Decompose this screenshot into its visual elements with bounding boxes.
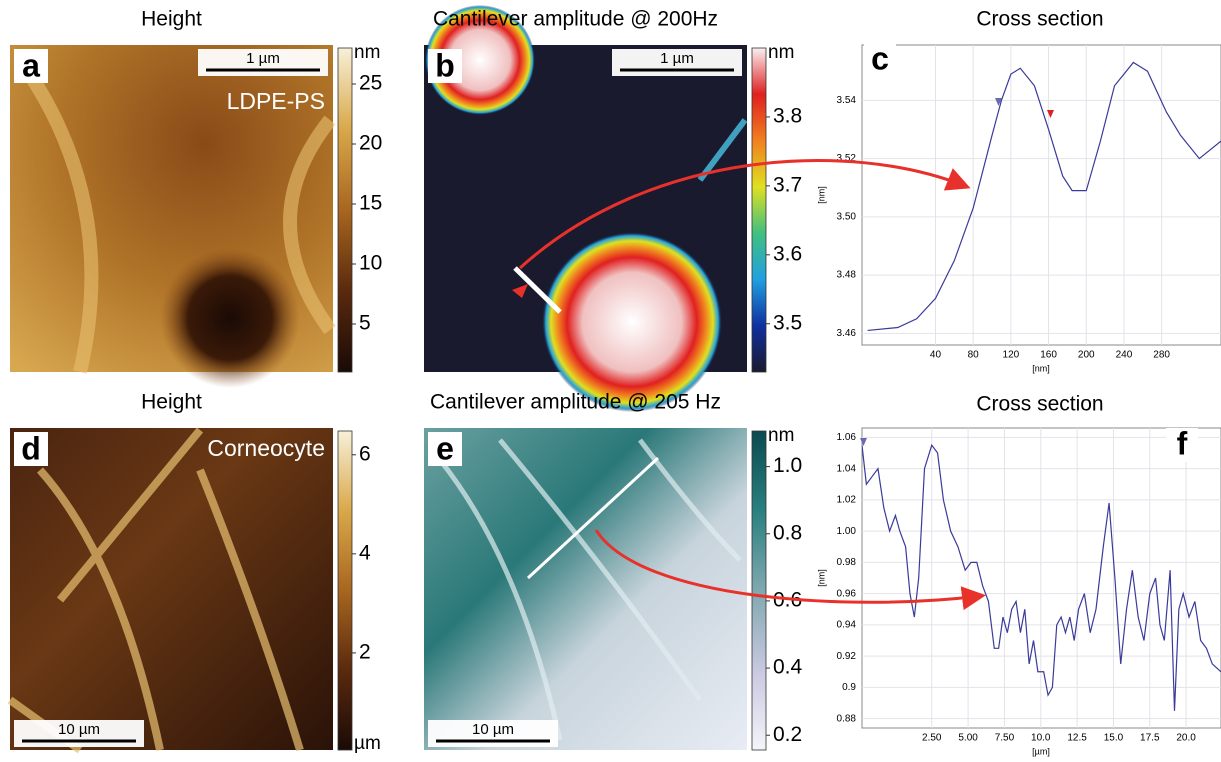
x-axis-label: [µm] — [1032, 746, 1050, 756]
colorbar-tick-label: 1.0 — [773, 454, 802, 477]
y-tick-label: 0.96 — [837, 588, 857, 599]
panel-title: Height — [141, 391, 202, 414]
y-tick-label: 3.50 — [837, 211, 857, 222]
x-tick-label: 120 — [1003, 350, 1020, 361]
x-tick-label: 160 — [1040, 350, 1057, 361]
colorbar — [752, 48, 766, 372]
y-tick-label: 0.94 — [837, 620, 857, 631]
figure: Height a LDPE-PS 1 µm 5 10 15 20 25 nm Cantilever … — [0, 0, 1221, 762]
panel-title: Cantilever amplitude @ 205 Hz — [430, 391, 721, 414]
colorbar-tick-label: 3.6 — [773, 242, 802, 265]
y-tick-label: 0.88 — [837, 713, 857, 724]
panel-title: Height — [141, 8, 202, 31]
colorbar-tick-label: 0.2 — [773, 723, 802, 746]
y-tick-label: 0.98 — [837, 557, 857, 568]
panel-label: b — [435, 47, 455, 83]
colorbar-tick-label: 0.4 — [773, 656, 803, 679]
colorbar — [338, 431, 352, 750]
y-axis-label: [nm] — [816, 569, 826, 587]
colorbar-tick-label: 25 — [359, 72, 382, 95]
panel-title: Cantilever amplitude @ 200Hz — [433, 8, 718, 31]
y-tick-label: 1.02 — [837, 495, 857, 506]
y-tick-label: 1.00 — [837, 526, 857, 537]
colorbar-tick-label: 15 — [359, 192, 382, 215]
afm-images — [10, 5, 747, 750]
x-tick-label: 240 — [1116, 350, 1133, 361]
y-tick-label: 3.46 — [837, 328, 857, 339]
colorbar — [752, 431, 766, 750]
annotation: LDPE-PS — [227, 88, 325, 114]
scale-bar-label: 1 µm — [246, 50, 280, 67]
chart-title: Cross section — [976, 8, 1103, 31]
colorbar-unit: nm — [768, 425, 794, 446]
annotation: Corneocyte — [207, 435, 325, 461]
x-tick-label: 20.0 — [1176, 733, 1196, 744]
x-tick-label: 15.0 — [1104, 733, 1124, 744]
chart-title: Cross section — [976, 393, 1103, 416]
panel-label: e — [436, 430, 454, 466]
x-tick-label: 200 — [1078, 350, 1095, 361]
scale-bar-label: 10 µm — [472, 721, 514, 738]
x-tick-label: 280 — [1153, 350, 1170, 361]
x-tick-label: 10.0 — [1031, 733, 1051, 744]
x-tick-label: 12.5 — [1067, 733, 1087, 744]
y-tick-label: 1.06 — [837, 432, 857, 443]
x-tick-label: 5.00 — [958, 733, 978, 744]
colorbar-tick-label: 3.8 — [773, 104, 802, 127]
colorbar-tick-label: 5 — [359, 312, 371, 335]
x-tick-label: 17.5 — [1140, 733, 1160, 744]
colorbar-tick-label: 10 — [359, 252, 382, 275]
scale-bar-label: 1 µm — [660, 50, 694, 67]
scale-bar-label: 10 µm — [58, 721, 100, 738]
colorbar-unit: nm — [354, 42, 380, 63]
x-tick-label: 40 — [930, 350, 942, 361]
panel-label: f — [1177, 425, 1188, 461]
colorbar-unit: nm — [768, 42, 794, 63]
x-axis-label: [nm] — [1032, 363, 1050, 373]
y-tick-label: 0.9 — [842, 682, 856, 693]
y-tick-label: 0.92 — [837, 651, 857, 662]
chart-frames — [862, 45, 1221, 728]
colorbar-tick-label: 6 — [359, 442, 371, 465]
y-axis-label: [nm] — [816, 186, 826, 204]
y-tick-label: 3.54 — [837, 95, 857, 106]
panel-label: a — [22, 47, 40, 83]
colorbar-tick-label: 4 — [359, 541, 371, 564]
panel-label: d — [21, 430, 41, 466]
panel-label: c — [871, 40, 889, 76]
colorbar-tick-label: 2 — [359, 640, 371, 663]
colorbar-tick-label: 20 — [359, 132, 382, 155]
colorbar — [338, 48, 352, 372]
x-tick-label: 80 — [968, 350, 980, 361]
x-tick-label: 7.50 — [995, 733, 1015, 744]
colorbar-tick-label: 3.5 — [773, 311, 802, 334]
y-tick-label: 3.48 — [837, 270, 857, 281]
colorbar-tick-label: 0.8 — [773, 521, 802, 544]
y-tick-label: 1.04 — [837, 463, 857, 474]
x-tick-label: 2.50 — [922, 733, 942, 744]
colorbar-tick-label: 3.7 — [773, 173, 802, 196]
colorbar-unit: µm — [354, 733, 381, 754]
